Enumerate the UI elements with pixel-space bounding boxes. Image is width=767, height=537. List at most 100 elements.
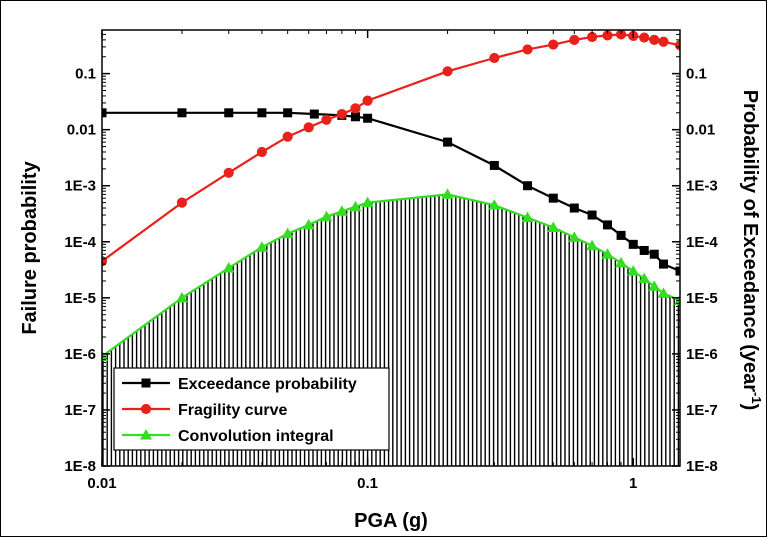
y-tick-label-left: 1E-6 — [64, 346, 96, 363]
data-point — [443, 137, 453, 147]
legend-label: Convolution integral — [178, 428, 334, 445]
legend-item: Fragility curve — [122, 402, 287, 419]
data-point — [223, 167, 234, 178]
data-point — [321, 114, 332, 125]
data-point — [442, 66, 453, 77]
y-tick-label-left: 1E-4 — [64, 234, 96, 251]
data-point — [102, 350, 108, 361]
series-line — [102, 33, 680, 263]
y-tick-label-left: 1E-3 — [64, 178, 96, 195]
y-tick-label-left: 1E-8 — [64, 458, 96, 475]
legend-item: Exceedance probability — [122, 376, 357, 393]
data-point — [657, 287, 670, 298]
data-point — [488, 199, 501, 210]
data-point — [175, 291, 188, 303]
data-point — [586, 239, 599, 251]
data-point — [615, 30, 627, 40]
series-exceedance-probability — [102, 108, 680, 276]
legend-marker — [140, 429, 152, 440]
data-point — [349, 200, 362, 212]
y-axis-label-right: Probability of Exceedance (year-1) — [739, 90, 764, 411]
data-point — [648, 280, 661, 291]
y-tick-label-right: 1E-4 — [686, 234, 718, 251]
data-point — [256, 146, 268, 158]
y-tick-label-right: 1E-8 — [686, 458, 718, 475]
data-point — [523, 181, 533, 191]
data-point — [521, 211, 534, 223]
data-point — [257, 108, 267, 118]
data-point — [649, 249, 659, 259]
data-point — [569, 34, 580, 45]
data-point — [547, 221, 560, 232]
data-point — [586, 31, 598, 43]
data-point — [568, 231, 581, 242]
y-axis-label-left: Failure probability — [19, 160, 41, 334]
legend-item: Convolution integral — [122, 428, 334, 445]
y-tick-label-right: 1E-7 — [686, 402, 718, 419]
data-point — [658, 259, 668, 269]
data-point — [615, 256, 628, 268]
data-point — [489, 52, 500, 64]
data-point — [627, 265, 640, 276]
y-axis-label-right-main: Probability of Exceedance (year — [739, 90, 761, 393]
data-point — [303, 122, 314, 133]
y-tick-label-right: 1E-6 — [686, 346, 718, 363]
legend-label: Fragility curve — [178, 402, 287, 419]
data-point — [336, 108, 347, 120]
legend-label: Exceedance probability — [178, 376, 357, 393]
data-point — [639, 245, 649, 255]
data-point — [638, 272, 651, 284]
y-tick-label-left: 1E-7 — [64, 402, 96, 419]
data-point — [569, 203, 579, 213]
data-point — [587, 210, 597, 220]
y-tick-label-right: 0.1 — [686, 66, 707, 83]
data-point — [282, 131, 293, 142]
data-point — [441, 188, 454, 199]
plot-area — [101, 29, 681, 467]
data-point — [489, 160, 499, 170]
data-point — [658, 36, 669, 47]
series-line — [102, 111, 680, 273]
data-point — [639, 32, 650, 43]
y-axis-label-right-sup: -1 — [749, 392, 764, 404]
legend-marker — [140, 403, 152, 415]
data-point — [309, 109, 319, 119]
data-point — [601, 248, 614, 259]
data-point — [281, 227, 294, 239]
x-tick-label: 0.01 — [87, 475, 116, 492]
data-point — [335, 205, 348, 216]
data-point — [222, 262, 235, 273]
data-point — [628, 239, 638, 249]
data-point — [224, 108, 234, 118]
y-tick-label-left: 1E-5 — [64, 290, 96, 307]
data-point — [602, 30, 613, 41]
data-point — [674, 40, 680, 51]
legend: Exceedance probability Fragility curve Con… — [113, 367, 390, 451]
data-point — [361, 196, 374, 208]
data-point — [522, 44, 533, 55]
y-tick-label-left: 0.1 — [75, 66, 96, 83]
y-axis-label-right-tail: ) — [739, 404, 761, 411]
data-point — [548, 193, 558, 203]
x-axis-label: PGA (g) — [354, 510, 428, 532]
data-point — [255, 241, 268, 252]
data-point — [176, 197, 188, 208]
y-tick-label-right: 0.01 — [686, 122, 715, 139]
data-point — [362, 95, 373, 106]
series-convolution-integral — [102, 188, 680, 361]
data-point — [177, 108, 187, 118]
series-fragility-curve — [102, 30, 680, 267]
data-point — [320, 210, 333, 222]
data-point — [602, 220, 612, 230]
y-tick-label-right: 1E-3 — [686, 178, 718, 195]
data-point — [674, 294, 680, 305]
data-point — [350, 112, 360, 122]
data-point — [548, 39, 559, 50]
data-point — [363, 113, 373, 123]
data-point — [350, 103, 361, 114]
data-point — [283, 108, 293, 118]
x-tick-label: 1 — [629, 475, 637, 492]
x-tick-label: 0.1 — [357, 475, 378, 492]
legend-marker — [141, 378, 151, 388]
